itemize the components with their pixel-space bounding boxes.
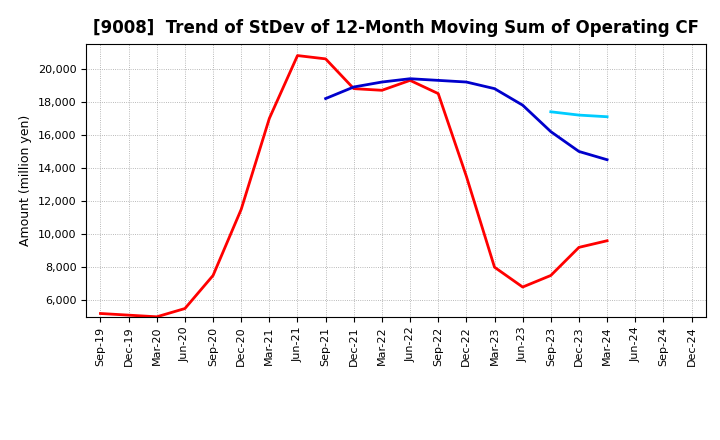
5 Years bbox=[377, 79, 386, 84]
5 Years bbox=[603, 157, 611, 162]
3 Years bbox=[237, 207, 246, 212]
3 Years bbox=[265, 116, 274, 121]
3 Years bbox=[293, 53, 302, 58]
3 Years bbox=[96, 311, 105, 316]
3 Years bbox=[575, 245, 583, 250]
3 Years bbox=[125, 312, 133, 318]
Line: 7 Years: 7 Years bbox=[551, 112, 607, 117]
Y-axis label: Amount (million yen): Amount (million yen) bbox=[19, 115, 32, 246]
3 Years bbox=[518, 284, 527, 290]
5 Years bbox=[575, 149, 583, 154]
5 Years bbox=[321, 96, 330, 101]
3 Years bbox=[546, 273, 555, 278]
3 Years bbox=[377, 88, 386, 93]
5 Years bbox=[546, 129, 555, 134]
5 Years bbox=[462, 79, 471, 84]
3 Years bbox=[490, 264, 499, 270]
Line: 5 Years: 5 Years bbox=[325, 79, 607, 160]
5 Years bbox=[349, 84, 358, 90]
3 Years bbox=[462, 174, 471, 179]
3 Years bbox=[153, 314, 161, 319]
7 Years bbox=[575, 113, 583, 118]
3 Years bbox=[209, 273, 217, 278]
3 Years bbox=[603, 238, 611, 243]
3 Years bbox=[181, 306, 189, 311]
5 Years bbox=[406, 76, 415, 81]
7 Years bbox=[603, 114, 611, 119]
5 Years bbox=[490, 86, 499, 91]
5 Years bbox=[434, 78, 443, 83]
7 Years bbox=[546, 109, 555, 114]
Line: 3 Years: 3 Years bbox=[101, 55, 607, 317]
3 Years bbox=[349, 86, 358, 91]
Title: [9008]  Trend of StDev of 12-Month Moving Sum of Operating CF: [9008] Trend of StDev of 12-Month Moving… bbox=[93, 19, 699, 37]
3 Years bbox=[321, 56, 330, 62]
3 Years bbox=[434, 91, 443, 96]
3 Years bbox=[406, 78, 415, 83]
5 Years bbox=[518, 103, 527, 108]
